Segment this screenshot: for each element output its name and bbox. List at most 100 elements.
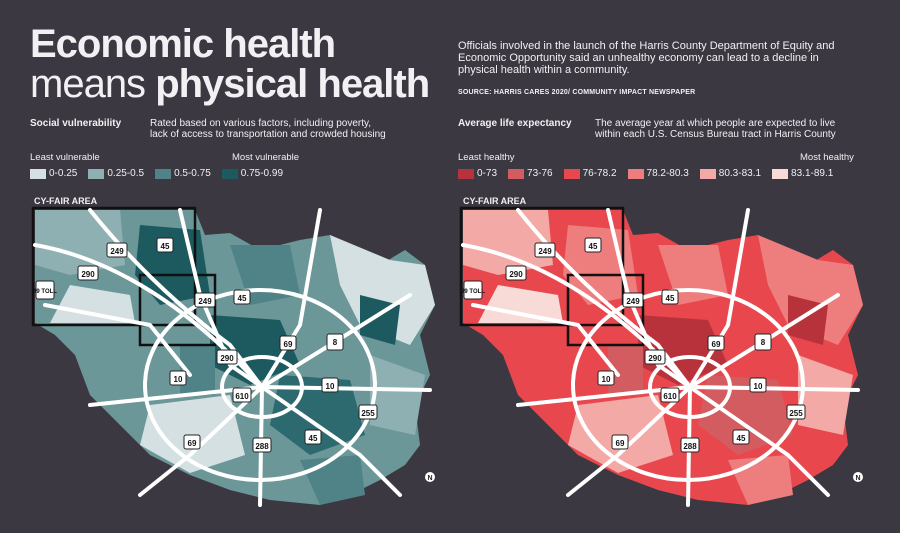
left-legend-swatch	[221, 168, 238, 179]
highway-shield-290b: 290	[644, 349, 666, 365]
left-legend-swatch	[155, 168, 172, 179]
source-credit: SOURCE: HARRIS CARES 2020/ COMMUNITY IMP…	[458, 89, 696, 96]
left-legend-swatch	[88, 168, 105, 179]
highway-shield-249: 249	[106, 242, 128, 258]
shield-label: 45	[238, 294, 247, 303]
left-legend-item: 0-0.25	[30, 168, 77, 179]
right-legend-swatch	[508, 168, 525, 179]
shield-label: 10	[754, 382, 763, 391]
right-legend-high: Most healthy	[800, 152, 854, 163]
shield-label: 69	[188, 439, 197, 448]
shield-label: 10	[174, 375, 183, 384]
north-label: N	[427, 475, 432, 482]
highway-shield-249b: 249	[194, 292, 216, 308]
left-legend-label: 0.75-0.99	[240, 168, 284, 179]
highway-shield-69b: 69	[611, 434, 629, 450]
north-label: N	[855, 475, 860, 482]
highway-shield-45c: 45	[304, 429, 322, 445]
highway-shield-8: 8	[326, 333, 344, 351]
highway-shield-8: 8	[754, 333, 772, 351]
right-legend-low: Least healthy	[458, 152, 515, 163]
shield-label: 255	[361, 409, 375, 418]
left-inset-box-2	[138, 273, 217, 347]
left-legend-item: 0.75-0.99	[221, 168, 284, 179]
shield-label: 99 TOLL	[461, 289, 485, 295]
highway-shield-10b: 10	[321, 377, 339, 393]
left-area-label: CY-FAIR AREA	[34, 196, 98, 206]
left-legend-low: Least vulnerable	[30, 152, 100, 163]
highway-shield-288: 288	[252, 437, 272, 453]
shield-label: 45	[309, 434, 318, 443]
left-tract-patches	[35, 210, 435, 505]
shield-label: 288	[255, 442, 269, 451]
title-light-word: means	[30, 62, 146, 106]
left-panel-title: Social vulnerability	[30, 118, 122, 129]
right-legend-label: 73-76	[527, 168, 553, 179]
left-legend: 0-0.25 0.25-0.5 0.5-0.75 0.75-0.99	[30, 168, 289, 179]
highway-shield-69: 69	[279, 335, 297, 351]
right-legend-label: 80.3-83.1	[718, 168, 762, 179]
shield-label: 10	[326, 382, 335, 391]
highway-shield-45c: 45	[732, 429, 750, 445]
shield-label: 8	[333, 338, 338, 347]
right-legend-label: 76-78.2	[582, 168, 617, 179]
right-map: 249 45 290 99 TOLL 249 45 290 69 10 610 …	[459, 206, 863, 507]
right-legend-item: 73-76	[508, 168, 553, 179]
right-area-label: CY-FAIR AREA	[463, 196, 527, 206]
right-north-arrow: N	[853, 472, 863, 482]
shield-label: 290	[81, 270, 95, 279]
intro-text: Officials involved in the launch of the …	[458, 40, 835, 76]
shield-label: 10	[602, 375, 611, 384]
shield-label: 45	[589, 242, 598, 251]
shield-label: 255	[789, 409, 803, 418]
shield-label: 249	[538, 247, 552, 256]
highway-shield-45: 45	[156, 237, 174, 253]
shield-label: 610	[235, 392, 249, 401]
left-panel-description: Rated based on various factors, includin…	[150, 118, 386, 140]
left-map: 249 45 290 99 TOLL 249 45 290 69 10 610 …	[31, 206, 435, 507]
shield-label: 45	[161, 242, 170, 251]
highway-shield-10: 10	[169, 370, 187, 386]
highway-shield-255: 255	[358, 404, 378, 420]
shield-label: 610	[663, 392, 677, 401]
shield-label: 8	[761, 338, 766, 347]
right-panel-title: Average life expectancy	[458, 118, 572, 129]
left-legend-label: 0.5-0.75	[174, 168, 211, 179]
right-legend-swatch	[772, 168, 789, 179]
shield-label: 45	[666, 294, 675, 303]
shield-label: 99 TOLL	[33, 289, 57, 295]
left-legend-item: 0.5-0.75	[155, 168, 211, 179]
highway-shield-290: 290	[77, 265, 99, 281]
left-shields: 249 45 290 99 TOLL 249 45 290 69 10 610 …	[33, 237, 378, 453]
right-legend-item: 83.1-89.1	[772, 168, 833, 179]
right-legend-label: 78.2-80.3	[646, 168, 689, 179]
right-legend-label: 0-73	[477, 168, 498, 179]
right-legend-label: 83.1-89.1	[791, 168, 834, 179]
left-legend-item: 0.25-0.5	[88, 168, 144, 179]
left-north-arrow: N	[425, 472, 435, 482]
highway-shield-610: 610	[232, 387, 252, 403]
highway-shield-45: 45	[584, 237, 602, 253]
title-bold-word: physical health	[155, 62, 430, 106]
left-road-network	[33, 208, 432, 507]
title-line-1: Economic health	[30, 22, 336, 66]
shield-label: 290	[220, 354, 234, 363]
left-legend-label: 0-0.25	[49, 168, 78, 179]
highway-shield-290: 290	[505, 265, 527, 281]
right-legend-swatch	[627, 168, 644, 179]
right-legend: 0-73 73-76 76-78.2 78.2-80.3 80.3-83.1 83.1-8…	[458, 168, 839, 179]
highway-shield-249b: 249	[622, 292, 644, 308]
right-inset-box-2	[566, 273, 645, 347]
shield-label: 288	[683, 442, 697, 451]
highway-shield-10: 10	[597, 370, 615, 386]
left-legend-swatch	[30, 168, 46, 179]
highway-shield-249: 249	[534, 242, 556, 258]
right-legend-swatch	[563, 168, 580, 179]
highway-shield-45b: 45	[233, 289, 251, 305]
highway-shield-288: 288	[680, 437, 700, 453]
right-legend-item: 0-73	[458, 168, 497, 179]
left-legend-high: Most vulnerable	[232, 152, 300, 163]
highway-shield-610: 610	[660, 387, 680, 403]
highway-shield-69b: 69	[183, 434, 201, 450]
shield-label: 69	[284, 340, 293, 349]
